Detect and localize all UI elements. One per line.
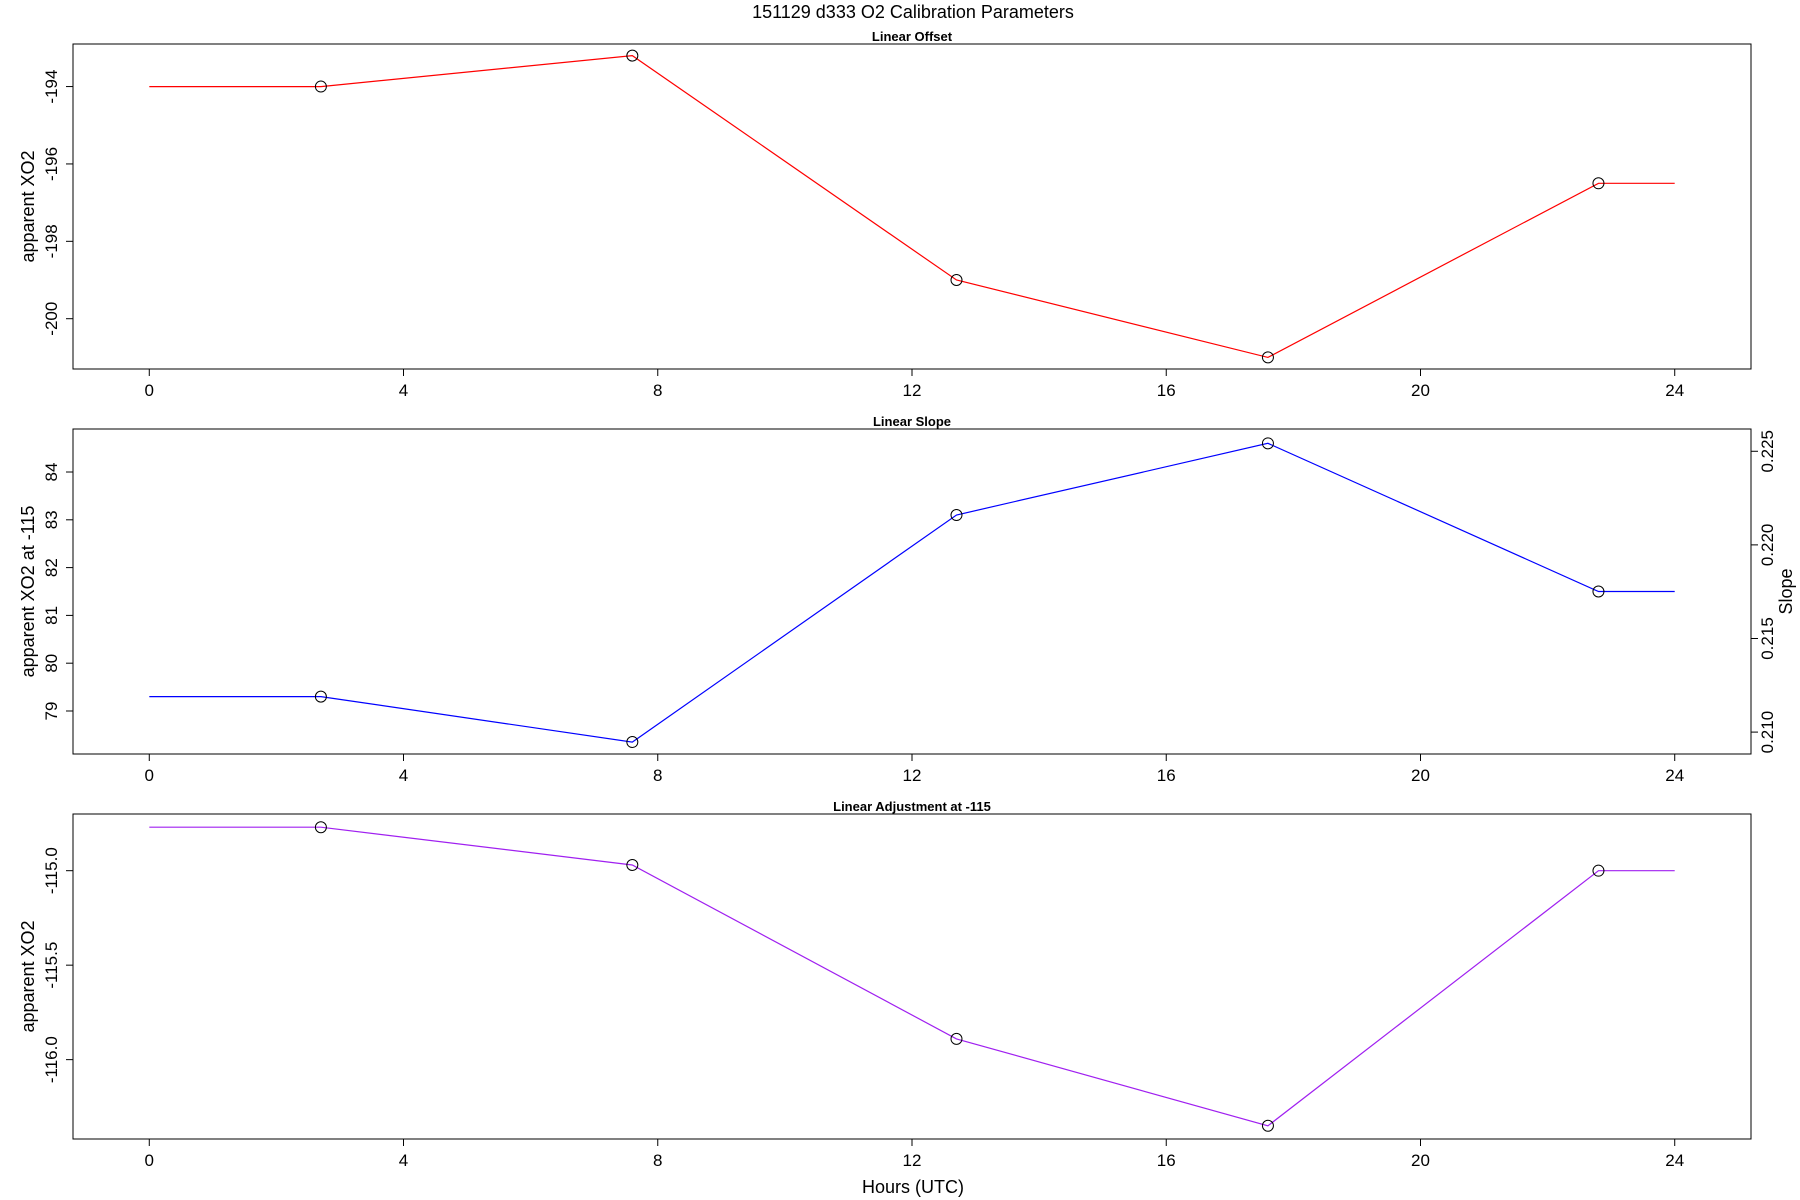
- panel-2-y-right-tick-label: 0.225: [1758, 430, 1777, 473]
- figure-title: 151129 d333 O2 Calibration Parameters: [752, 2, 1074, 22]
- panel-3-data-point: [950, 1032, 963, 1045]
- panel-3-y-tick-label: -115.0: [42, 847, 61, 894]
- panel-1-y-tick-label: -198: [42, 224, 61, 258]
- panel-1-x-tick-label: 24: [1665, 381, 1684, 400]
- panel-2-frame: [72, 428, 1752, 755]
- panel-2-series-line: [149, 442, 1675, 743]
- panel-2-x-tick-label: 12: [903, 766, 922, 785]
- panel-2-data-point: [1261, 437, 1274, 450]
- panel-2-x-tick-label: 20: [1411, 766, 1430, 785]
- panel-3-data-point: [1592, 864, 1605, 877]
- panel-3-x-tick-label: 4: [399, 1151, 408, 1170]
- panel-1-y-tick-label: -194: [42, 70, 61, 104]
- panel-2-x-tick-label: 0: [145, 766, 154, 785]
- panel-3-x-tick-label: 16: [1157, 1151, 1176, 1170]
- panel-3-x-tick-label: 0: [145, 1151, 154, 1170]
- panel-3-data-point: [314, 821, 327, 834]
- panel-2-x-tick-label: 16: [1157, 766, 1176, 785]
- panel-2-y-right-axis-title: Slope: [1776, 568, 1796, 614]
- panel-1-x-tick-label: 4: [399, 381, 408, 400]
- panel-3-data-point: [1261, 1119, 1274, 1132]
- panel-2-data-point: [1592, 585, 1605, 598]
- panel-3-x-tick-label: 20: [1411, 1151, 1430, 1170]
- panel-2-x-tick-label: 4: [399, 766, 408, 785]
- panel-1-x-tick-label: 0: [145, 381, 154, 400]
- panel-3-frame: [72, 813, 1752, 1140]
- panel-3-x-tick-label: 24: [1665, 1151, 1684, 1170]
- panel-2-y-tick-label: 80: [42, 654, 61, 673]
- panel-2-title: Linear Slope: [873, 414, 951, 429]
- panel-2-x-tick-label: 8: [653, 766, 662, 785]
- panel-3-x-tick-label: 12: [903, 1151, 922, 1170]
- panel-2-x-tick-label: 24: [1665, 766, 1684, 785]
- panel-3-series-line: [149, 826, 1675, 1127]
- panel-1-x-tick-label: 12: [903, 381, 922, 400]
- panel-1-x-tick-label: 20: [1411, 381, 1430, 400]
- panel-1-data-point: [626, 49, 639, 62]
- panel-1-data-point: [314, 80, 327, 93]
- panel-2-data-point: [314, 690, 327, 703]
- panel-2-data-point: [626, 736, 639, 749]
- panel-2-y-tick-label: 79: [42, 702, 61, 721]
- panel-3-y-tick-label: -116.0: [42, 1036, 61, 1083]
- panel-1-y-axis-title: apparent XO2: [18, 150, 38, 262]
- panel-1-data-point: [950, 274, 963, 287]
- panel-1-series-line: [149, 54, 1675, 359]
- panel-3-title: Linear Adjustment at -115: [833, 799, 991, 814]
- x-axis-label: Hours (UTC): [862, 1177, 964, 1197]
- panel-1-x-tick-label: 8: [653, 381, 662, 400]
- panel-2-y-tick-label: 82: [42, 558, 61, 577]
- panel-1-data-point: [1261, 351, 1274, 364]
- panel-1-y-tick-label: -200: [42, 302, 61, 336]
- panel-2-y-right-tick-label: 0.210: [1758, 711, 1777, 754]
- panel-1-frame: [72, 43, 1752, 370]
- panel-2-y-tick-label: 81: [42, 606, 61, 625]
- panel-1-y-tick-label: -196: [42, 147, 61, 181]
- panel-3-data-point: [626, 859, 639, 872]
- panel-2-y-right-tick-label: 0.220: [1758, 524, 1777, 567]
- panel-2-y-tick-label: 83: [42, 510, 61, 529]
- panel-1-title: Linear Offset: [872, 29, 953, 44]
- panel-1-data-point: [1592, 177, 1605, 190]
- panel-2-y-tick-label: 84: [42, 463, 61, 482]
- panel-1-x-tick-label: 16: [1157, 381, 1176, 400]
- panel-3-y-tick-label: -115.5: [42, 942, 61, 989]
- panel-2-y-axis-title: apparent XO2 at -115: [18, 506, 38, 678]
- panel-3-x-tick-label: 8: [653, 1151, 662, 1170]
- panel-2-y-right-tick-label: 0.215: [1758, 617, 1777, 660]
- panel-3-y-axis-title: apparent XO2: [18, 920, 38, 1032]
- panel-2-data-point: [950, 509, 963, 522]
